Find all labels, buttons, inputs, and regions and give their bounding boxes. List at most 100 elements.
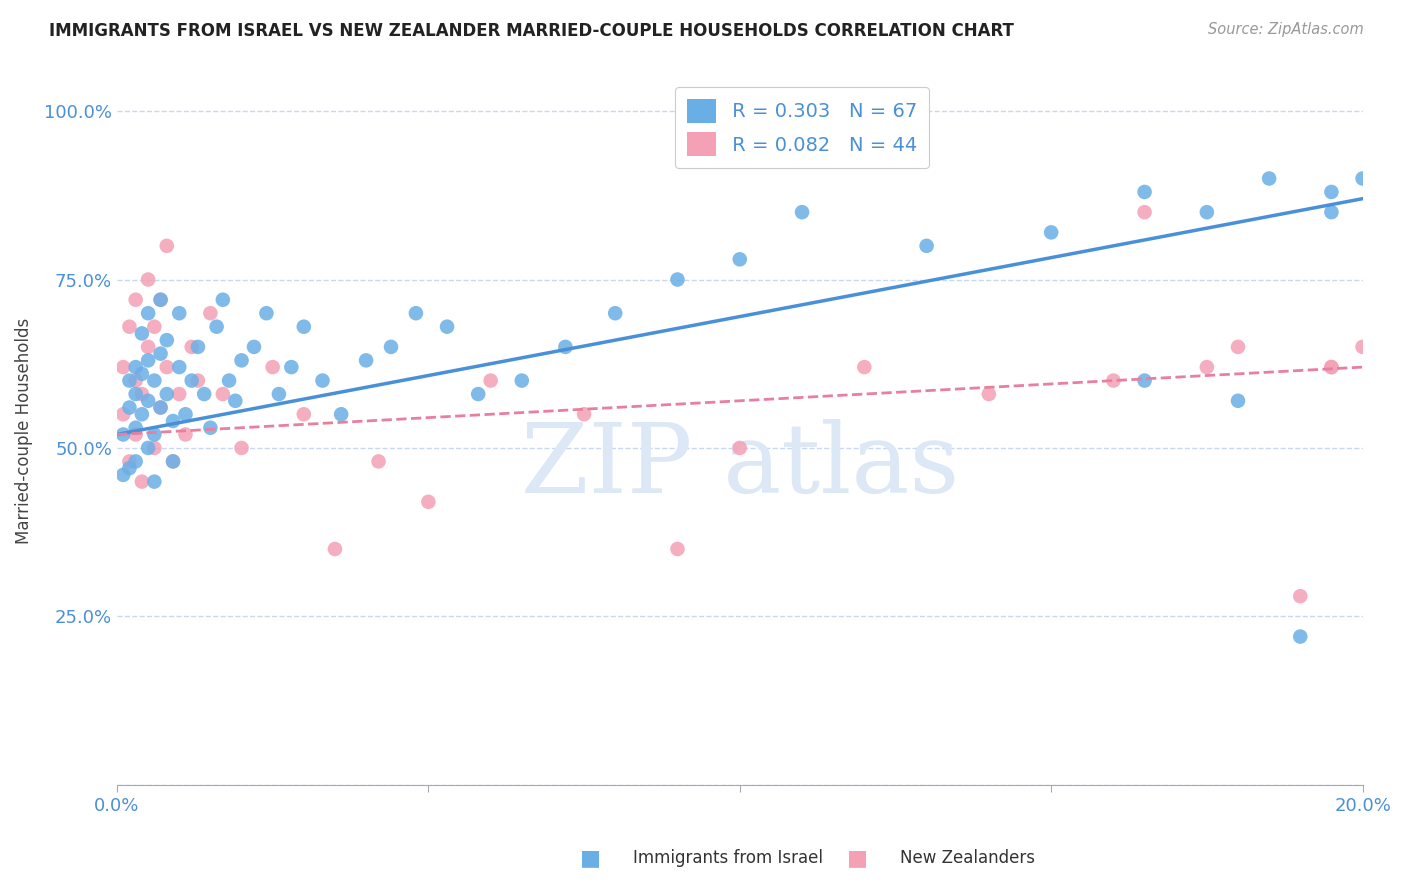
Point [167, 360, 190, 375]
Text: ■: ■ [581, 848, 600, 868]
Point [136, 340, 159, 354]
Point [200, 421, 222, 435]
Point [118, 401, 141, 415]
Point [156, 333, 179, 347]
Point [330, 407, 353, 421]
Point [1320, 360, 1343, 375]
Point [143, 374, 166, 388]
Point [162, 454, 184, 468]
Point [572, 407, 595, 421]
Point [292, 319, 315, 334]
Point [1289, 589, 1312, 603]
Point [243, 340, 266, 354]
Legend:  R = 0.303   N = 67,  R = 0.082   N = 44: R = 0.303 N = 67, R = 0.082 N = 44 [675, 87, 929, 168]
Text: ZIP atlas: ZIP atlas [520, 419, 959, 514]
Text: Immigrants from Israel: Immigrants from Israel [633, 849, 823, 867]
Point [1258, 171, 1281, 186]
Point [174, 407, 197, 421]
Point [224, 393, 246, 408]
Point [915, 239, 938, 253]
Point [167, 387, 190, 401]
Point [118, 319, 141, 334]
Point [162, 454, 184, 468]
Point [977, 387, 1000, 401]
Point [479, 374, 502, 388]
Point [1289, 630, 1312, 644]
Point [436, 319, 458, 334]
Point [405, 306, 427, 320]
Text: IMMIGRANTS FROM ISRAEL VS NEW ZEALANDER MARRIED-COUPLE HOUSEHOLDS CORRELATION CH: IMMIGRANTS FROM ISRAEL VS NEW ZEALANDER … [49, 22, 1014, 40]
Point [1227, 393, 1250, 408]
Point [124, 427, 146, 442]
Point [180, 340, 202, 354]
Point [174, 427, 197, 442]
Point [131, 326, 153, 341]
Point [112, 407, 135, 421]
Point [367, 454, 389, 468]
Point [280, 360, 302, 375]
Point [467, 387, 489, 401]
Point [418, 495, 440, 509]
Point [256, 306, 278, 320]
Point [605, 306, 627, 320]
Point [124, 421, 146, 435]
Point [292, 407, 315, 421]
Point [162, 414, 184, 428]
Point [149, 293, 172, 307]
Point [112, 360, 135, 375]
Point [193, 387, 215, 401]
Point [262, 360, 284, 375]
Point [136, 441, 159, 455]
Point [149, 401, 172, 415]
Point [1320, 205, 1343, 219]
Point [666, 541, 689, 556]
Point [554, 340, 576, 354]
Point [1195, 360, 1218, 375]
Point [118, 454, 141, 468]
Point [1133, 205, 1156, 219]
Point [136, 353, 159, 368]
Point [118, 461, 141, 475]
Point [231, 353, 253, 368]
Point [1320, 185, 1343, 199]
Point [853, 360, 876, 375]
Point [131, 475, 153, 489]
Point [131, 407, 153, 421]
Point [124, 387, 146, 401]
Text: Source: ZipAtlas.com: Source: ZipAtlas.com [1208, 22, 1364, 37]
Point [211, 387, 233, 401]
Point [200, 306, 222, 320]
Point [124, 293, 146, 307]
Point [205, 319, 228, 334]
Point [167, 306, 190, 320]
Point [666, 272, 689, 286]
Point [728, 441, 751, 455]
Point [143, 441, 166, 455]
Point [143, 427, 166, 442]
Point [267, 387, 290, 401]
Point [211, 293, 233, 307]
Point [124, 374, 146, 388]
Point [136, 306, 159, 320]
Point [143, 319, 166, 334]
Point [790, 205, 813, 219]
Point [149, 346, 172, 360]
Point [1195, 205, 1218, 219]
Point [1133, 185, 1156, 199]
Point [136, 272, 159, 286]
Point [131, 367, 153, 381]
Point [323, 541, 346, 556]
Point [136, 393, 159, 408]
Point [1133, 374, 1156, 388]
Point [380, 340, 402, 354]
Text: ■: ■ [848, 848, 868, 868]
Point [1227, 340, 1250, 354]
Point [354, 353, 377, 368]
Point [112, 467, 135, 482]
Point [118, 374, 141, 388]
Point [728, 252, 751, 267]
Point [1102, 374, 1125, 388]
Point [124, 360, 146, 375]
Point [131, 387, 153, 401]
Point [112, 427, 135, 442]
